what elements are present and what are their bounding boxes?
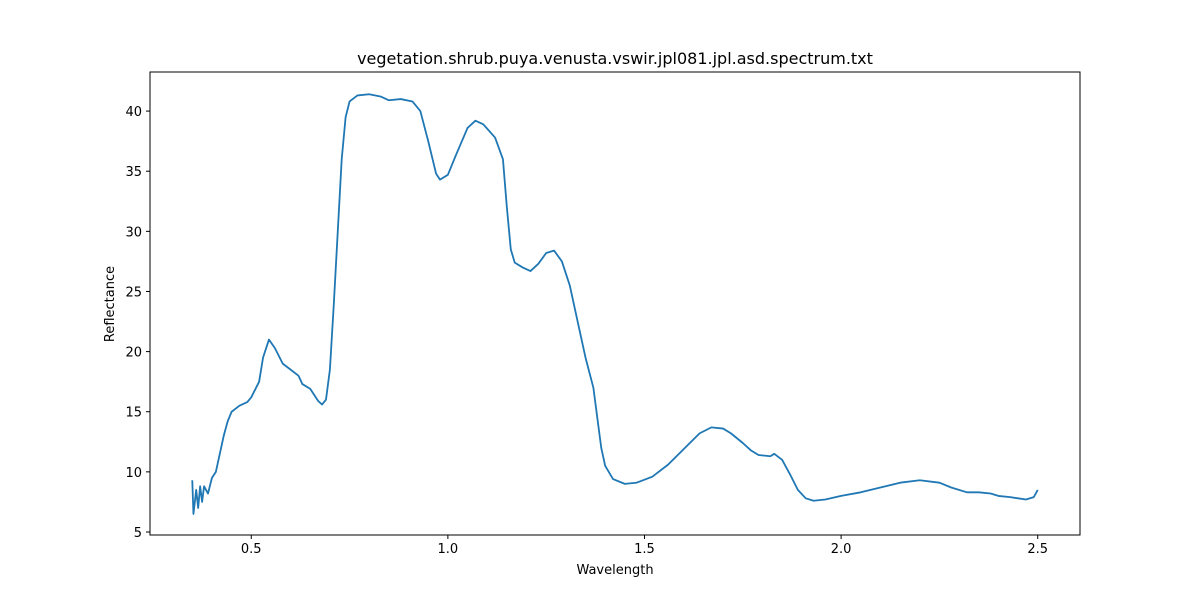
y-tick-label: 20: [125, 346, 142, 361]
x-tick-label: 1.5: [634, 542, 655, 557]
y-tick-label: 35: [125, 165, 142, 180]
y-tick-label: 10: [125, 466, 142, 481]
spectrum-line: [191, 93, 1039, 515]
x-tick-label: 1.0: [438, 542, 459, 557]
x-axis-label: Wavelength: [576, 563, 653, 578]
x-tick-label: 2.5: [1027, 542, 1048, 557]
x-tick-label: 2.0: [831, 542, 852, 557]
x-tick-label: 0.5: [241, 542, 262, 557]
chart-title: vegetation.shrub.puya.venusta.vswir.jpl0…: [357, 49, 873, 68]
y-axis-label: Reflectance: [103, 266, 118, 342]
y-tick-label: 25: [125, 285, 142, 300]
y-tick-label: 15: [125, 406, 142, 421]
y-tick-label: 5: [134, 526, 142, 541]
y-tick-label: 30: [125, 225, 142, 240]
plot-frame: [149, 71, 1081, 536]
y-tick-label: 40: [125, 105, 142, 120]
